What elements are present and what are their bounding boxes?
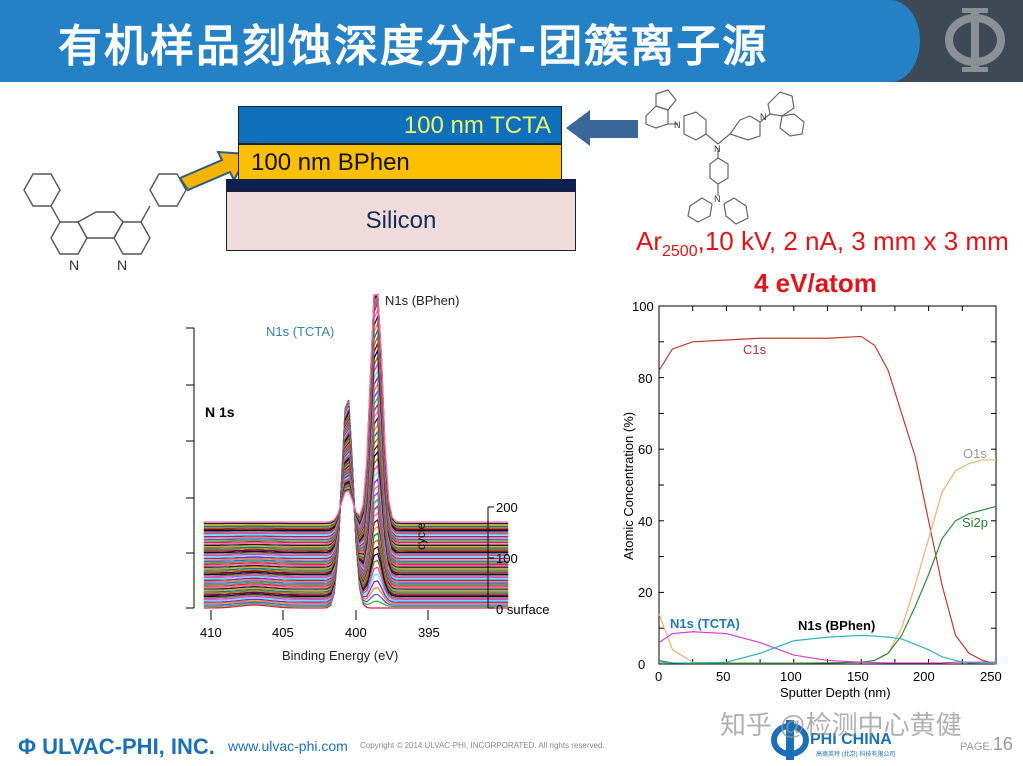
layer-bphen: 100 nm BPhen — [238, 144, 562, 180]
sputter-conditions: Ar2500,10 kV, 2 nA, 3 mm x 3 mm — [636, 226, 1009, 261]
slide-header: 有机样品刻蚀深度分析-团簇离子源 — [0, 0, 1023, 82]
svg-text:O1s: O1s — [963, 446, 987, 461]
layer-silicon-label: Silicon — [365, 207, 437, 234]
bphen-peak-label: N1s (BPhen) — [385, 293, 459, 308]
svg-text:N: N — [714, 144, 721, 154]
svg-text:150: 150 — [847, 669, 869, 684]
svg-text:50: 50 — [716, 669, 730, 684]
svg-text:0: 0 — [638, 657, 645, 672]
svg-text:0 surface: 0 surface — [496, 602, 549, 617]
arrow-to-tcta-icon — [566, 110, 638, 146]
svg-text:200: 200 — [913, 669, 935, 684]
footer-url[interactable]: www.ulvac-phi.com — [228, 738, 348, 754]
svg-text:395: 395 — [418, 625, 440, 640]
layer-silicon: Silicon — [226, 191, 576, 251]
x-axis-label: Binding Energy (eV) — [282, 648, 398, 663]
svg-text:高德英特 (北京) 科技有限公司: 高德英特 (北京) 科技有限公司 — [816, 750, 895, 758]
layer-tcta-label: 100 nm TCTA — [403, 112, 551, 139]
tcta-peak-label: N1s (TCTA) — [266, 324, 334, 339]
svg-text:Si2p: Si2p — [962, 515, 988, 530]
series-n1s-tcta- — [658, 631, 996, 664]
slide-title: 有机样品刻蚀深度分析-团簇离子源 — [58, 21, 769, 72]
svg-text:400: 400 — [345, 625, 367, 640]
phi-footer-icon: Φ — [18, 734, 43, 759]
svg-text:200: 200 — [496, 500, 518, 515]
svg-text:100: 100 — [780, 669, 802, 684]
layer-tcta: 100 nm TCTA — [238, 106, 562, 144]
svg-text:PHI CHINA: PHI CHINA — [810, 731, 892, 748]
energy-per-atom: 4 eV/atom — [754, 268, 877, 298]
svg-text:80: 80 — [638, 371, 652, 386]
svg-text:N: N — [117, 257, 127, 273]
svg-text:N: N — [674, 120, 681, 130]
phi-china-logo: PHI CHINA 高德英特 (北京) 科技有限公司 — [771, 720, 895, 760]
depth-profile-series — [658, 335, 997, 665]
svg-text:cycle: cycle — [414, 522, 428, 550]
chart-title-n1s: N 1s — [205, 404, 235, 420]
svg-text:60: 60 — [638, 442, 652, 457]
svg-text:N1s (BPhen): N1s (BPhen) — [798, 618, 875, 633]
svg-text:405: 405 — [272, 625, 294, 640]
svg-text:C1s: C1s — [743, 342, 767, 357]
layer-bphen-label: 100 nm BPhen — [251, 149, 410, 176]
svg-text:100: 100 — [496, 551, 518, 566]
svg-text:N: N — [714, 194, 721, 204]
svg-text:N: N — [760, 112, 767, 122]
svg-text:N1s (TCTA): N1s (TCTA) — [670, 616, 740, 631]
page-number: PAGE.16 — [960, 734, 1013, 754]
series-n1s-bphen- — [658, 634, 996, 664]
spectra-waterfall — [203, 292, 509, 609]
svg-text:20: 20 — [638, 585, 652, 600]
header-banner — [0, 0, 920, 82]
svg-text:410: 410 — [200, 625, 222, 640]
phi-logo-icon — [945, 8, 1005, 72]
svg-text:40: 40 — [638, 514, 652, 529]
n1s-waterfall-chart: N 1s 200 100 0 surface cycle 410 405 400… — [186, 292, 549, 663]
y-axis-label: Atomic Concentration (%) — [621, 412, 636, 560]
svg-text:N: N — [69, 257, 79, 273]
depth-profile-chart: 0 20 40 60 80 100 0 50 100 150 200 250 S… — [621, 299, 1002, 700]
svg-text:250: 250 — [980, 669, 1002, 684]
footer-copyright: Copyright © 2014 ULVAC-PHI, INCORPORATED… — [360, 741, 605, 750]
tcta-molecule: N N N N — [645, 89, 805, 225]
layer-interface — [226, 179, 576, 191]
zhihu-watermark: 知乎 @检测中心黄健 — [720, 710, 962, 740]
ulvac-phi-logo: Φ ULVAC-PHI, INC. — [18, 734, 215, 759]
svg-text:100: 100 — [632, 299, 654, 314]
bphen-molecule: N N — [23, 173, 187, 273]
series-c1s — [658, 335, 997, 665]
series-si2p — [658, 505, 997, 664]
x-axis-label: Sputter Depth (nm) — [780, 685, 891, 700]
svg-text:0: 0 — [655, 669, 662, 684]
